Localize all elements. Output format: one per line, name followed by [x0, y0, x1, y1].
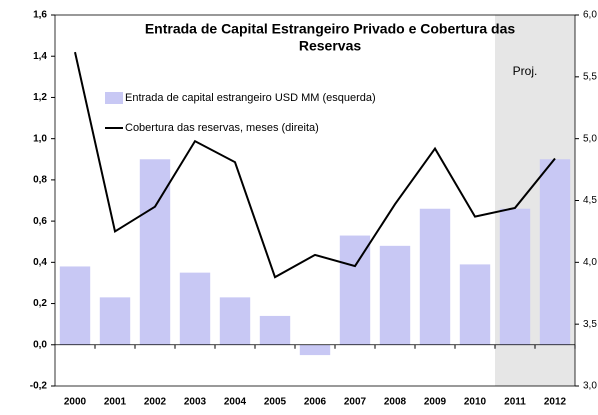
y-tick-label: 0,6: [33, 216, 47, 227]
y-tick-label: 1,0: [33, 133, 47, 144]
y-tick-label: 1,2: [33, 92, 47, 103]
y2-tick-label: 4,0: [583, 257, 597, 268]
bar: [499, 208, 531, 345]
legend-label: Cobertura das reservas, meses (direita): [125, 122, 319, 134]
x-tick-label: 2000: [64, 397, 87, 408]
x-tick-label: 2009: [424, 397, 447, 408]
x-tick-label: 2007: [344, 397, 367, 408]
bar: [219, 297, 251, 345]
y-tick-label: 1,6: [33, 10, 47, 21]
bar: [139, 159, 171, 345]
bar: [59, 266, 91, 345]
y2-tick-label: 4,5: [583, 195, 597, 206]
bar: [179, 272, 211, 345]
y-tick-label: 0,0: [33, 339, 47, 350]
x-tick-label: 2006: [304, 397, 327, 408]
bar: [259, 315, 291, 345]
y-tick-label: -0,2: [30, 381, 48, 392]
y2-tick-label: 3,5: [583, 319, 597, 330]
legend-label: Entrada de capital estrangeiro USD MM (e…: [125, 92, 376, 104]
bar: [419, 208, 451, 345]
x-tick-label: 2003: [184, 397, 207, 408]
chart-title: Entrada de Capital Estrangeiro Privado e…: [145, 21, 516, 37]
y2-tick-label: 3,0: [583, 381, 597, 392]
bar: [99, 297, 131, 345]
annotation: Proj.: [513, 64, 538, 78]
bar: [299, 344, 331, 356]
y-tick-label: 0,8: [33, 175, 47, 186]
x-tick-label: 2004: [224, 397, 247, 408]
bar: [539, 159, 571, 345]
chart-title: Reservas: [299, 38, 361, 54]
line-series: [74, 51, 556, 279]
y2-tick-label: 6,0: [583, 10, 597, 21]
y2-tick-label: 5,0: [583, 133, 597, 144]
y-tick-label: 0,2: [33, 298, 47, 309]
x-tick-label: 2010: [464, 397, 487, 408]
x-tick-label: 2005: [264, 397, 287, 408]
x-tick-label: 2011: [504, 397, 526, 408]
bar: [339, 235, 371, 345]
bar: [379, 245, 411, 345]
x-tick-label: 2008: [384, 397, 407, 408]
bar: [459, 264, 491, 345]
x-tick-label: 2001: [104, 397, 127, 408]
y2-tick-label: 5,5: [583, 71, 597, 82]
y-tick-label: 1,4: [33, 51, 47, 62]
legend-swatch: [105, 92, 123, 104]
x-tick-label: 2012: [544, 397, 567, 408]
x-tick-label: 2002: [144, 397, 167, 408]
y-tick-label: 0,4: [33, 257, 47, 268]
